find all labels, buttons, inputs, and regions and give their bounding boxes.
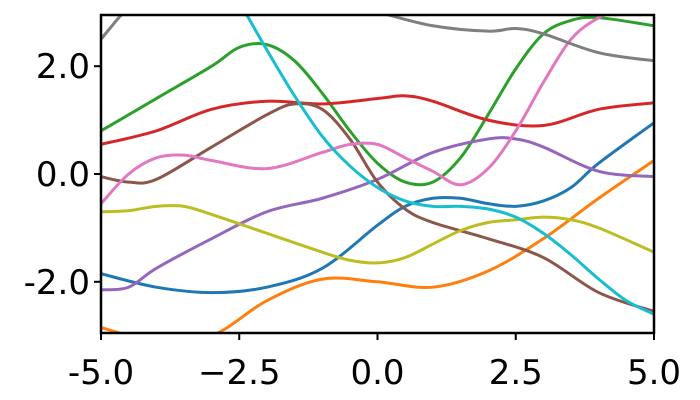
x-tick-label-5: 5.0: [627, 353, 681, 393]
series-line-7: [101, 15, 608, 206]
series-layer: [101, 15, 654, 333]
x-tick-label-1: -5.0: [68, 353, 134, 393]
series-line-2: [101, 159, 654, 333]
series-line-4: [101, 94, 654, 146]
y-tick-label-1: 2.0: [36, 47, 90, 87]
x-tick-label-3: 0.0: [350, 353, 404, 393]
plot-frame: [99, 13, 656, 335]
series-line-5: [101, 136, 654, 292]
series-line-8: [101, 15, 654, 63]
y-tick-label-3: -2.0: [24, 263, 90, 303]
x-tick-label-4: 2.5: [489, 353, 543, 393]
series-line-10: [245, 15, 654, 316]
series-line-6: [101, 102, 654, 313]
y-tick-label-2: 0.0: [36, 155, 90, 195]
series-line-1: [101, 121, 654, 295]
y-axis: 2.0 0.0 -2.0: [24, 47, 101, 303]
x-tick-label-2: −2.5: [198, 353, 281, 393]
series-line-9: [101, 204, 654, 265]
x-axis: -5.0 −2.5 0.0 2.5 5.0: [68, 333, 681, 393]
